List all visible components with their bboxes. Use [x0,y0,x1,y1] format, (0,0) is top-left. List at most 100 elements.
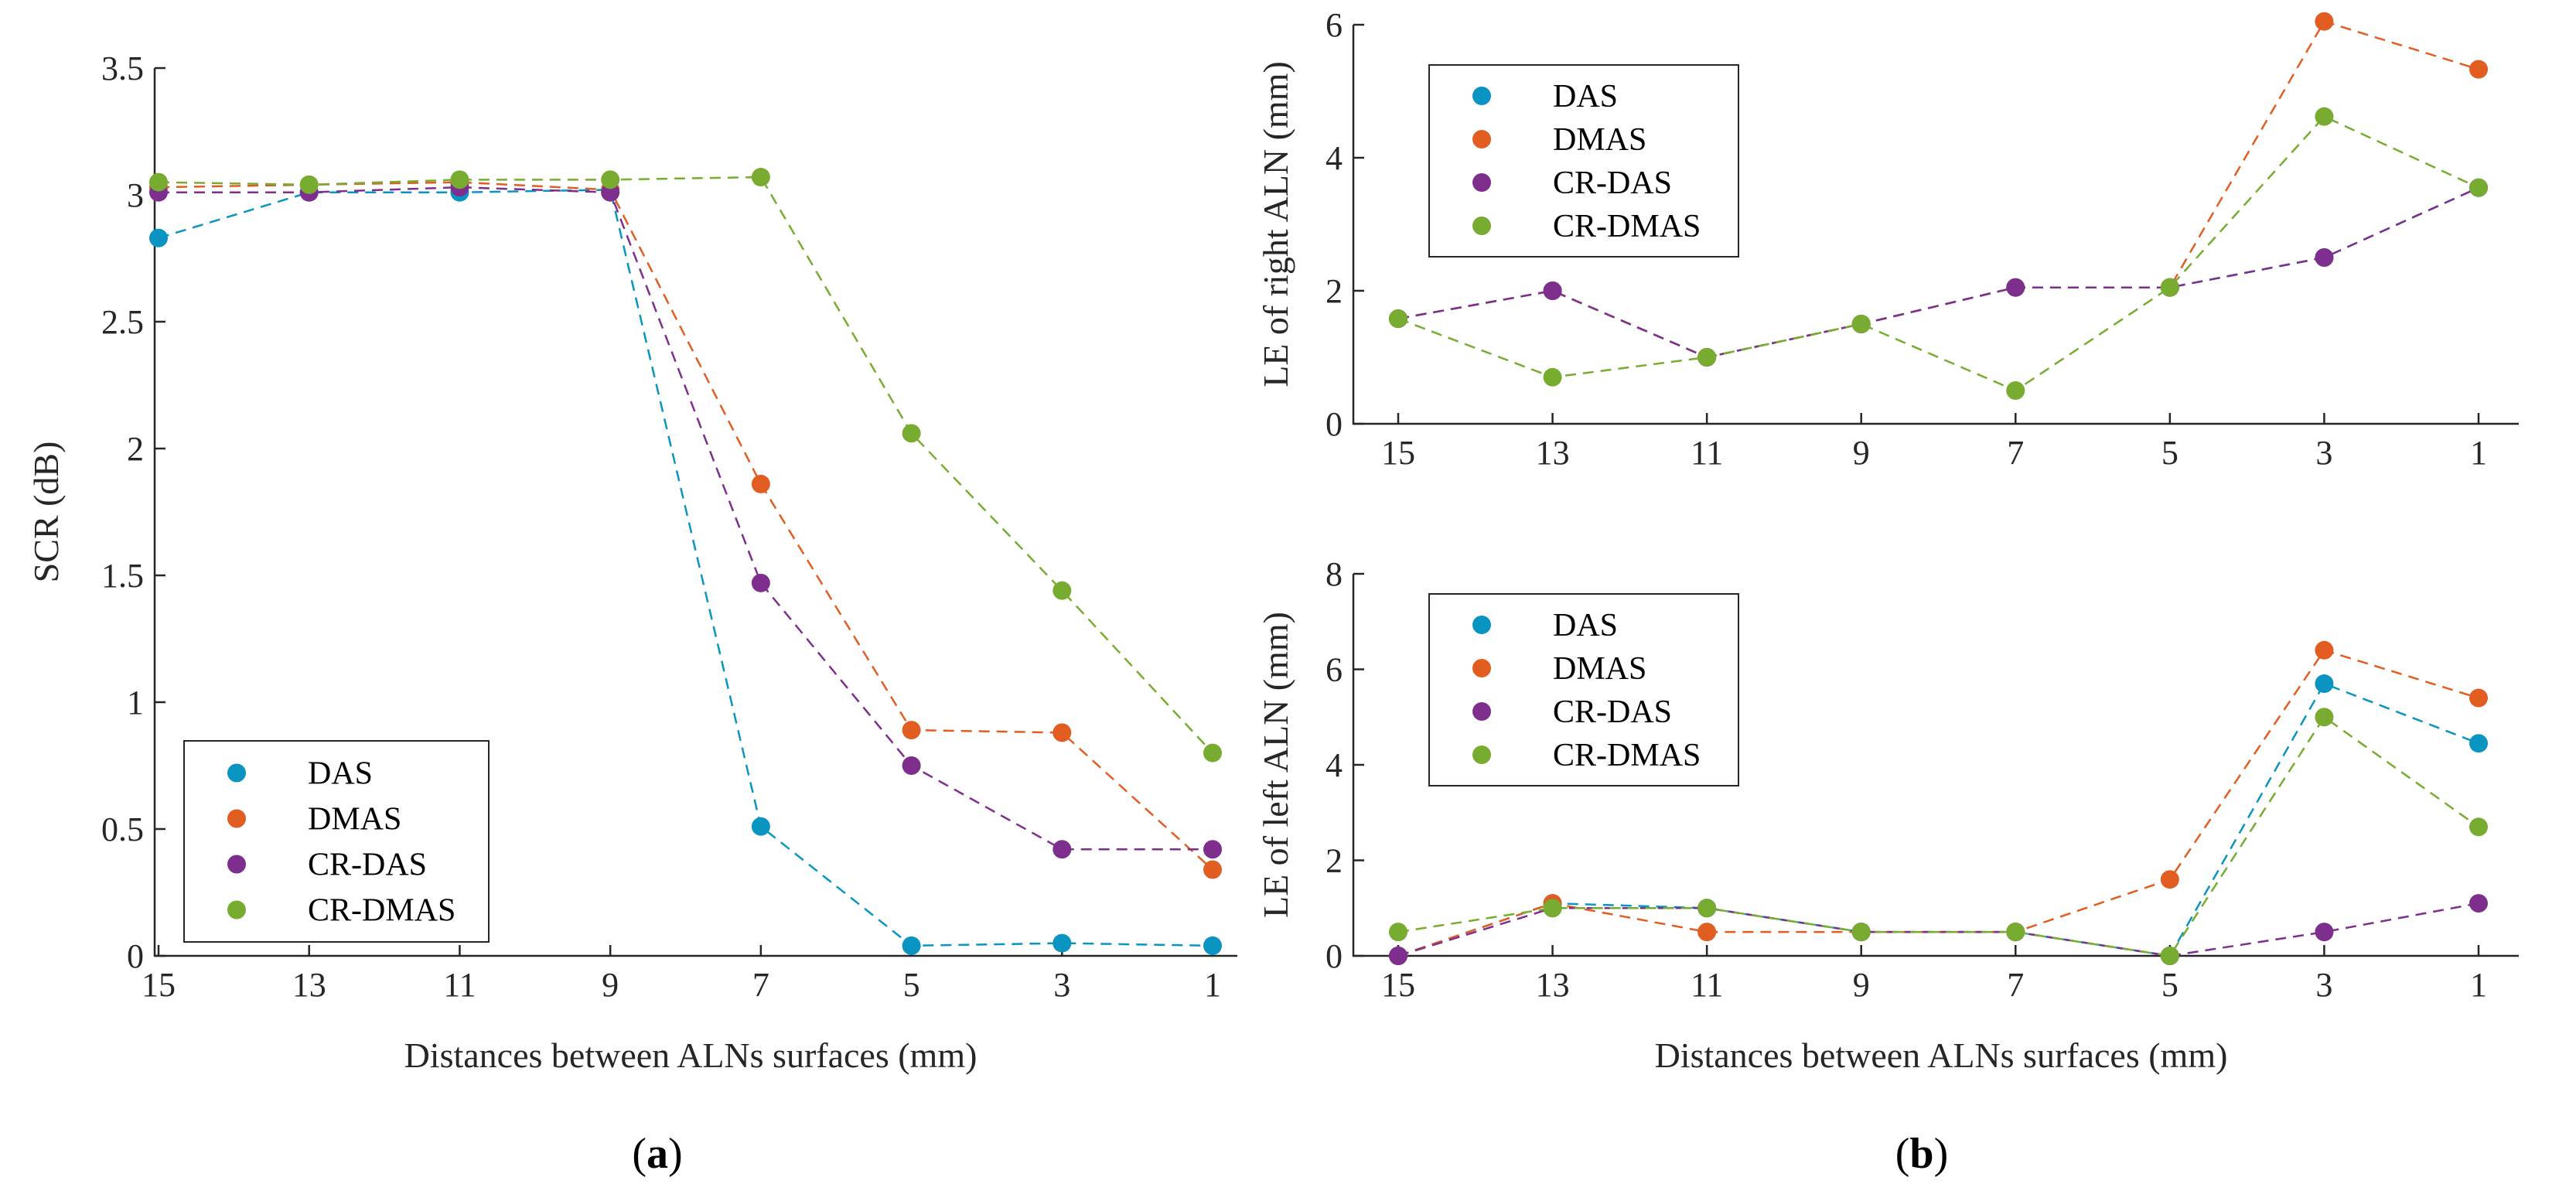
data-point-cr-das [751,573,770,592]
caption-a: (a) [632,1130,682,1178]
data-point-das [751,817,770,836]
panel-a: 0 0.5 1 1.5 2 2.5 3 3.5 15 13 11 9 7 5 3 1 SCR (dB) Dista… [26,49,1237,1075]
data-point-das [2315,674,2334,694]
data-point-cr-dmas [1851,923,1871,942]
data-point-dmas [2315,12,2334,31]
legend-label-cr-dmas: CR-DMAS [308,893,455,929]
x-tick-label: 11 [1691,966,1723,1004]
x-tick-label: 7 [752,966,769,1004]
data-point-dmas [902,721,921,740]
y-tick-label: 2 [127,430,144,468]
data-point-cr-das [1203,840,1222,859]
data-point-cr-das [2469,894,2488,913]
y-tick-label: 6 [1326,651,1343,689]
data-point-cr-dmas [2469,178,2488,197]
x-axis-label: Distances between ALNs surfaces (mm) [404,1036,978,1075]
x-tick-label: 3 [2315,434,2332,472]
x-tick-label: 3 [2315,966,2332,1004]
legend-marker-das [227,763,246,783]
data-point-cr-dmas [751,168,770,187]
data-point-cr-das [601,183,620,202]
data-point-cr-das [1053,840,1072,859]
x-tick-label: 15 [1381,966,1415,1004]
x-axis-label: Distances between ALNs surfaces (mm) [1655,1036,2228,1075]
data-point-cr-dmas [1851,315,1871,333]
data-point-cr-dmas [601,170,620,189]
legend: DAS DMAS CR-DAS CR-DMAS [183,740,490,943]
x-tick-label: 11 [443,966,476,1004]
caption-b-letter: b [1909,1130,1933,1178]
legend-label-das: DAS [308,756,373,792]
data-point-das [2469,734,2488,753]
x-tick-label: 5 [2161,966,2179,1004]
series-line-cr-das [1397,186,2479,359]
data-point-dmas [1053,723,1072,742]
data-point-dmas [2160,870,2179,889]
legend-label-cr-das: CR-DAS [308,848,427,883]
legend-label-dmas: DMAS [308,802,401,838]
data-point-cr-dmas [1389,923,1407,942]
x-tick-label: 9 [1853,966,1870,1004]
data-point-das [1053,933,1072,953]
x-tick-label: 7 [2007,966,2024,1004]
data-point-cr-dmas [2160,947,2179,965]
legend-label-cr-dmas: CR-DMAS [1553,209,1701,244]
data-point-cr-das [1543,281,1562,300]
y-tick-label: 2 [1326,272,1343,310]
data-point-cr-das [1389,947,1407,965]
data-point-cr-dmas [1203,743,1222,763]
data-point-cr-dmas [1543,367,1562,387]
y-axis-label: SCR (dB) [26,442,66,583]
data-point-das [902,936,921,955]
data-point-cr-dmas [1697,899,1717,918]
data-point-cr-dmas [2315,107,2334,126]
series-line-cr-dmas [158,176,1213,754]
data-point-dmas [2315,640,2334,660]
x-tick-label: 13 [1536,966,1570,1004]
x-tick-label: 11 [1691,434,1723,472]
x-tick-label: 3 [1053,966,1070,1004]
legend-marker-cr-das [227,855,246,874]
data-point-cr-das [2315,923,2334,942]
legend-marker-cr-dmas [1472,746,1491,764]
y-axis-label: LE of left ALN (mm) [1256,612,1295,918]
y-tick-label: 2 [1326,842,1343,880]
data-point-dmas [1203,860,1222,879]
data-point-dmas [2469,60,2488,79]
data-point-cr-dmas [1697,348,1717,367]
data-point-cr-dmas [2160,278,2179,297]
legend-label-cr-dmas: CR-DMAS [1553,738,1701,773]
series-line-cr-das [159,186,1213,851]
data-point-cr-dmas [149,172,168,192]
legend-marker-cr-das [1472,702,1491,721]
series-line-cr-dmas [1397,115,2479,392]
data-point-das [149,228,168,247]
data-point-cr-dmas [299,175,319,194]
data-point-dmas [1697,923,1717,942]
legend-label-das: DAS [1553,79,1618,114]
legend-label-das: DAS [1553,608,1618,643]
legend-label-cr-das: CR-DAS [1553,165,1672,201]
x-tick-label: 9 [602,966,619,1004]
legend-label-dmas: DMAS [1553,122,1646,158]
panel-b-bottom: 0 2 4 6 8 15 13 11 9 7 5 3 1 LE of left ALN (mm) Dista… [1256,555,2519,1075]
legend-label-cr-das: CR-DAS [1553,694,1672,730]
caption-a-letter: a [647,1130,668,1178]
y-axis-label: LE of right ALN (mm) [1256,61,1295,387]
series-line-das [158,189,1213,947]
y-tick-label: 1.5 [101,557,144,595]
panel-b-top: 0 2 4 6 15 13 11 9 7 5 3 1 LE of right ALN (mm) DAS DM… [1256,6,2519,472]
data-point-das [1203,936,1222,955]
legend: DAS DMAS CR-DAS CR-DMAS [1428,64,1739,258]
y-tick-label: 3.5 [101,49,144,87]
x-tick-label: 9 [1853,434,1870,472]
y-tick-label: 6 [1326,6,1343,44]
y-tick-label: 3 [127,176,144,214]
y-tick-label: 8 [1326,555,1343,593]
x-tick-label: 13 [1536,434,1570,472]
data-point-cr-dmas [2006,381,2025,400]
y-tick-label: 4 [1326,746,1343,784]
legend: DAS DMAS CR-DAS CR-DMAS [1428,593,1739,786]
data-point-cr-dmas [2469,817,2488,837]
